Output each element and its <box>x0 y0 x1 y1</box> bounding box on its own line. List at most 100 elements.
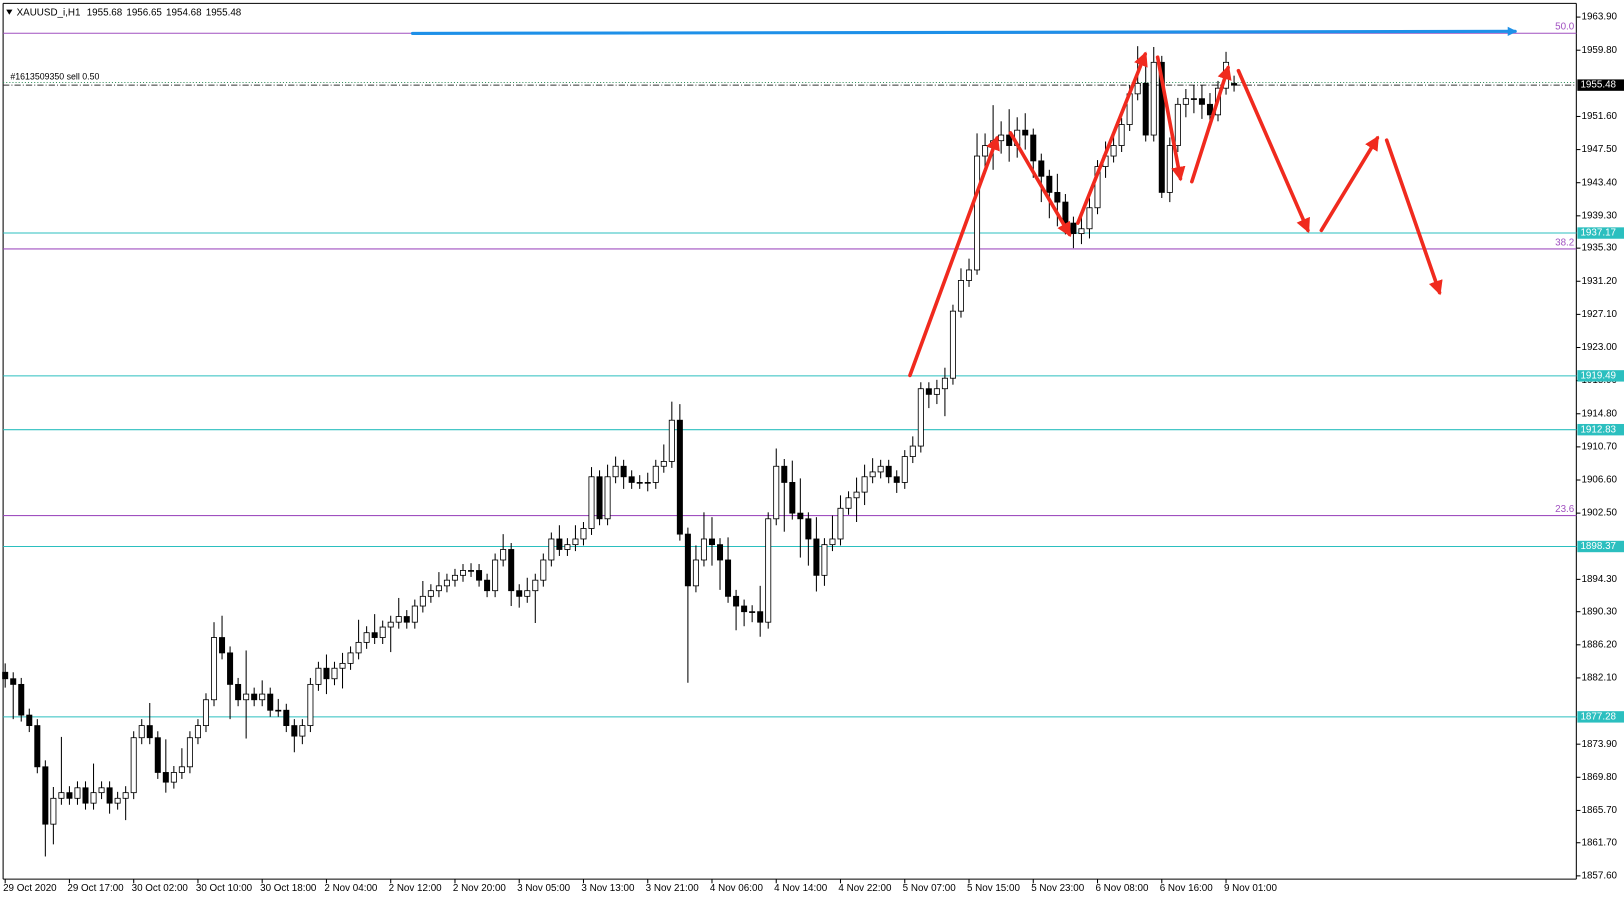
candle-body <box>267 693 274 711</box>
red-arrow <box>1008 131 1072 237</box>
candle-body <box>845 497 852 509</box>
candle-body <box>1038 160 1045 177</box>
candle-body <box>42 766 49 825</box>
candle-body <box>974 155 981 271</box>
candle-body <box>821 544 828 576</box>
candle-body <box>1006 134 1013 146</box>
candle-body <box>427 590 434 597</box>
level-label-box <box>1577 711 1624 723</box>
y-tick-label: 1873.90 <box>1582 739 1618 750</box>
price-label-box <box>1577 79 1624 91</box>
candle-body <box>170 772 177 783</box>
y-tick-label: 1865.70 <box>1582 805 1618 816</box>
candle-body <box>805 518 812 540</box>
candle-body <box>717 544 724 561</box>
candle-body <box>668 419 675 462</box>
candle-body <box>363 632 370 643</box>
candle-body <box>66 792 73 799</box>
candle-body <box>82 787 89 804</box>
candle-body <box>925 388 932 395</box>
candle-body <box>1086 207 1093 230</box>
candle-body <box>893 476 900 483</box>
candle-body <box>291 725 298 737</box>
candle-body <box>1110 145 1117 157</box>
candle-body <box>588 476 595 529</box>
y-tick-label: 1914.80 <box>1582 408 1618 419</box>
candle-body <box>644 482 651 484</box>
candle-body <box>1022 129 1029 136</box>
candle-body <box>219 637 226 654</box>
y-tick-label: 1882.10 <box>1582 673 1618 684</box>
candle-body <box>564 544 571 550</box>
candle-body <box>484 579 491 592</box>
candle-body <box>548 538 555 561</box>
candle-body <box>885 465 892 478</box>
candle-body <box>2 671 9 680</box>
candle-body <box>982 145 989 157</box>
chart-header: XAUUSD_i,H1 1955.68 1956.65 1954.68 1955.48 <box>17 7 242 18</box>
level-label: 1877.28 <box>1580 711 1616 722</box>
candle-body <box>725 559 732 597</box>
order-label: #1613509350 sell 0.50 <box>10 72 99 82</box>
candle-body <box>516 590 523 597</box>
candle-body <box>355 641 362 654</box>
candle-body <box>604 476 611 520</box>
candle-body <box>1062 201 1069 224</box>
candle-body <box>684 533 691 587</box>
candle-body <box>957 280 964 312</box>
candle-body <box>243 693 250 701</box>
candle-body <box>1142 82 1149 136</box>
candle-body <box>869 471 876 478</box>
red-arrow <box>908 135 1000 378</box>
candle-body <box>227 652 234 685</box>
fib-level-label: 50.0 <box>1555 22 1575 33</box>
header-open: 1955.68 <box>87 7 123 18</box>
candle-body <box>468 570 475 572</box>
candle-body <box>98 787 105 794</box>
candle-body <box>933 388 940 395</box>
candle-body <box>829 538 836 546</box>
candle-body <box>1198 98 1205 105</box>
red-arrow <box>1155 55 1186 182</box>
x-tick-label: 6 Nov 08:00 <box>1095 883 1149 894</box>
candle-body <box>1206 103 1213 116</box>
blue-arrow <box>410 26 1518 37</box>
candle-body <box>524 590 531 597</box>
x-tick-label: 2 Nov 20:00 <box>453 883 507 894</box>
candle-body <box>941 377 948 390</box>
candle-body <box>749 611 756 613</box>
candle-body <box>331 667 338 680</box>
level-label: 1937.17 <box>1580 228 1616 239</box>
red-arrow <box>1076 51 1148 225</box>
candle-body <box>403 616 410 623</box>
red-arrow <box>1236 68 1310 233</box>
y-tick-label: 1959.80 <box>1582 45 1618 56</box>
annotation-arrows <box>410 26 1518 378</box>
candle-body <box>813 538 820 576</box>
x-tick-label: 9 Nov 01:00 <box>1224 883 1278 894</box>
candle-body <box>211 637 218 701</box>
candle-body <box>90 792 97 804</box>
candle-body <box>138 725 145 739</box>
candle-body <box>435 585 442 592</box>
header-low: 1954.68 <box>166 7 202 18</box>
x-tick-label: 29 Oct 17:00 <box>67 883 124 894</box>
candle-body <box>443 579 450 587</box>
candle-body <box>492 559 499 592</box>
menu-triangle[interactable] <box>6 9 13 15</box>
candle-body <box>1190 98 1197 100</box>
candle-body <box>58 792 65 799</box>
x-tick-label: 30 Oct 10:00 <box>196 883 253 894</box>
candle-body <box>1046 175 1053 193</box>
candle-body <box>1030 134 1037 162</box>
candle-body <box>877 465 884 473</box>
candle-body <box>371 632 378 638</box>
candle-body <box>789 482 796 514</box>
candle-body <box>909 445 916 457</box>
candle-body <box>235 683 242 701</box>
candle-body <box>130 737 137 794</box>
candle-body <box>636 482 643 484</box>
level-label: 1919.49 <box>1580 370 1616 381</box>
